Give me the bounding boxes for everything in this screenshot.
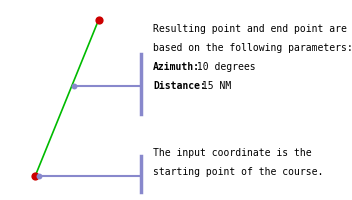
Point bbox=[32, 174, 38, 178]
Text: Resulting point and end point are: Resulting point and end point are bbox=[153, 24, 347, 34]
Text: starting point of the course.: starting point of the course. bbox=[153, 167, 323, 177]
Point bbox=[71, 84, 77, 88]
Point bbox=[36, 174, 42, 178]
Text: 10 degrees: 10 degrees bbox=[191, 62, 256, 72]
Point bbox=[96, 18, 101, 22]
Text: The input coordinate is the: The input coordinate is the bbox=[153, 148, 312, 158]
Text: based on the following parameters:: based on the following parameters: bbox=[153, 43, 352, 53]
Text: Azimuth:: Azimuth: bbox=[153, 62, 200, 72]
Text: Distance:: Distance: bbox=[153, 81, 206, 91]
Text: 15 NM: 15 NM bbox=[196, 81, 231, 91]
